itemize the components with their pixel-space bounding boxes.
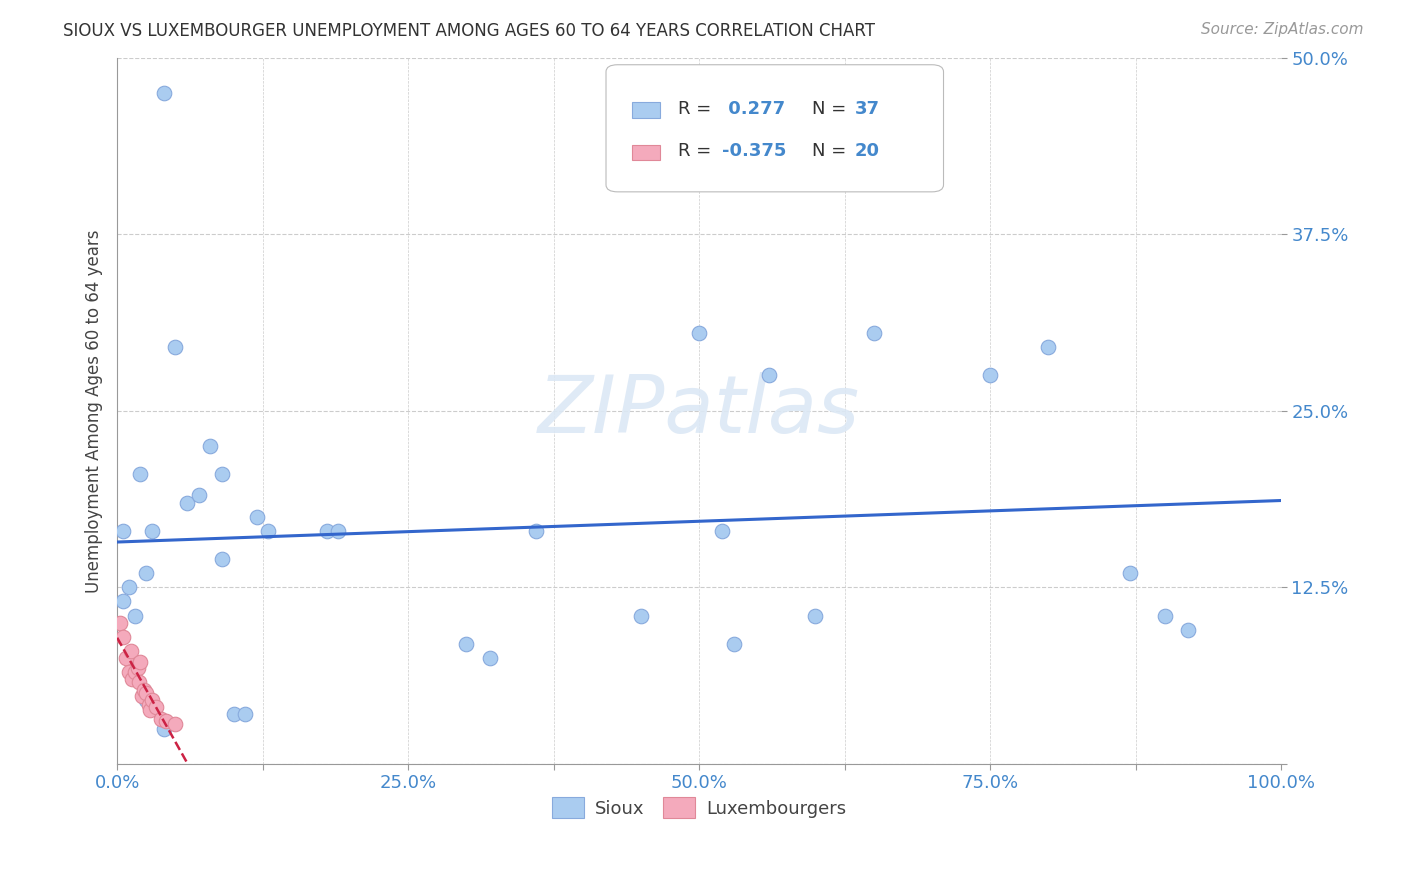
Text: SIOUX VS LUXEMBOURGER UNEMPLOYMENT AMONG AGES 60 TO 64 YEARS CORRELATION CHART: SIOUX VS LUXEMBOURGER UNEMPLOYMENT AMONG… <box>63 22 876 40</box>
Point <box>1038 340 1060 354</box>
Point <box>108 615 131 630</box>
Point <box>711 524 734 538</box>
Point <box>124 608 146 623</box>
Text: 20: 20 <box>855 142 880 160</box>
Point <box>111 630 134 644</box>
Point <box>804 608 827 623</box>
Point <box>141 524 163 538</box>
Point <box>139 703 162 717</box>
Point <box>141 693 163 707</box>
Point <box>222 707 245 722</box>
Point <box>115 651 138 665</box>
FancyBboxPatch shape <box>631 103 659 118</box>
Point <box>187 488 209 502</box>
Point <box>456 637 478 651</box>
Point <box>1153 608 1175 623</box>
Point <box>630 608 652 623</box>
Point <box>128 674 150 689</box>
Point <box>257 524 280 538</box>
Text: Source: ZipAtlas.com: Source: ZipAtlas.com <box>1201 22 1364 37</box>
Text: R =: R = <box>678 142 717 160</box>
Point <box>688 326 710 340</box>
Point <box>124 665 146 679</box>
Point <box>211 552 233 566</box>
Point <box>131 689 153 703</box>
Point <box>127 661 149 675</box>
Point <box>328 524 350 538</box>
Point <box>979 368 1001 383</box>
Point <box>132 683 155 698</box>
Text: N =: N = <box>813 142 852 160</box>
Text: 37: 37 <box>855 100 880 118</box>
FancyBboxPatch shape <box>631 145 659 160</box>
Point <box>1119 566 1142 581</box>
Text: -0.375: -0.375 <box>723 142 787 160</box>
Text: N =: N = <box>813 100 852 118</box>
Point <box>165 340 187 354</box>
Point <box>135 686 157 700</box>
Text: ZIPatlas: ZIPatlas <box>538 372 860 450</box>
Point <box>152 86 174 100</box>
Point <box>135 693 157 707</box>
Text: R =: R = <box>678 100 717 118</box>
Point <box>165 717 187 731</box>
Point <box>135 566 157 581</box>
Point <box>111 594 134 608</box>
FancyBboxPatch shape <box>606 65 943 192</box>
Point <box>120 644 142 658</box>
Point <box>758 368 780 383</box>
Point <box>211 467 233 482</box>
Point <box>176 495 198 509</box>
Point <box>1177 623 1199 637</box>
Point <box>723 637 745 651</box>
Point <box>129 467 152 482</box>
Point <box>138 698 160 712</box>
Text: 0.277: 0.277 <box>723 100 786 118</box>
Point <box>118 665 141 679</box>
Point <box>246 509 269 524</box>
Point <box>118 580 141 594</box>
Point <box>862 326 884 340</box>
Point <box>200 439 222 453</box>
Legend: Sioux, Luxembourgers: Sioux, Luxembourgers <box>544 790 853 825</box>
Point <box>152 722 174 736</box>
Y-axis label: Unemployment Among Ages 60 to 64 years: Unemployment Among Ages 60 to 64 years <box>86 229 103 592</box>
Point <box>478 651 501 665</box>
Point <box>111 524 134 538</box>
Point <box>150 712 173 726</box>
Point <box>524 524 547 538</box>
Point <box>129 655 152 669</box>
Point <box>145 700 167 714</box>
Point <box>121 672 143 686</box>
Point <box>155 714 177 729</box>
Point <box>233 707 256 722</box>
Point <box>315 524 337 538</box>
